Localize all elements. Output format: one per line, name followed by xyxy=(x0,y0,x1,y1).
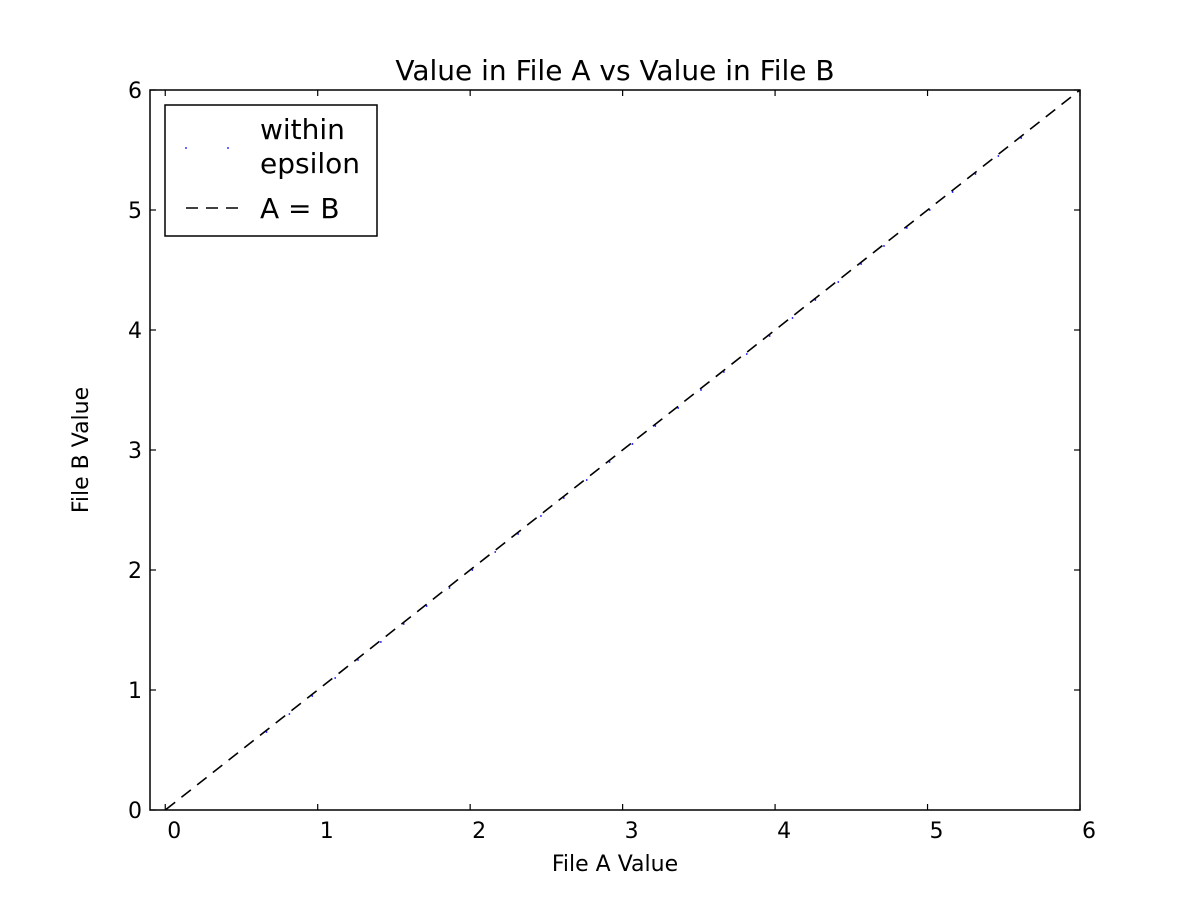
reference-line-a-equals-b xyxy=(163,90,1080,810)
data-point xyxy=(837,281,840,283)
data-point xyxy=(402,623,405,625)
data-point xyxy=(265,731,268,733)
data-point xyxy=(494,551,497,553)
y-tick-label: 5 xyxy=(128,199,142,224)
y-tick-label: 3 xyxy=(128,439,142,464)
data-point xyxy=(768,335,771,337)
y-axis-label: File B Value xyxy=(69,387,94,513)
x-tick-label: 5 xyxy=(930,819,944,844)
data-layer xyxy=(163,90,1080,810)
y-tick-label: 6 xyxy=(128,79,142,104)
data-point xyxy=(357,659,359,661)
data-point xyxy=(288,713,291,715)
data-point xyxy=(562,497,565,499)
x-tick-label: 1 xyxy=(320,819,334,844)
legend-marker-point xyxy=(227,147,229,149)
x-tick-label: 2 xyxy=(472,819,486,844)
data-point xyxy=(883,245,885,247)
y-tick-label: 1 xyxy=(128,679,142,704)
data-point xyxy=(608,461,611,463)
y-tick-label: 0 xyxy=(128,799,142,824)
data-point xyxy=(631,443,634,445)
data-point xyxy=(723,371,725,373)
data-point xyxy=(928,209,931,211)
data-point xyxy=(745,353,748,355)
data-point xyxy=(471,569,474,571)
data-point xyxy=(791,317,794,319)
x-tick-label: 4 xyxy=(777,819,791,844)
legend: within epsilon A = B xyxy=(164,104,378,237)
legend-entry-within-epsilon: within epsilon xyxy=(185,113,360,180)
data-point xyxy=(448,587,451,589)
x-tick-label: 3 xyxy=(625,819,639,844)
legend-marker-point xyxy=(185,147,187,149)
data-point xyxy=(585,479,588,481)
legend-label-line: epsilon xyxy=(260,147,360,180)
data-point xyxy=(997,155,1000,157)
data-point xyxy=(425,605,428,607)
data-point xyxy=(905,227,908,229)
data-point xyxy=(860,263,863,265)
chart-title: Value in File A vs Value in File B xyxy=(395,54,834,87)
data-point xyxy=(951,191,954,193)
plot-area xyxy=(163,90,1080,810)
x-axis-label: File A Value xyxy=(552,852,678,877)
legend-entry-a-equals-b: A = B xyxy=(186,192,340,225)
data-point xyxy=(517,533,520,535)
y-tick-label: 4 xyxy=(128,319,142,344)
data-point xyxy=(1020,137,1023,139)
data-point xyxy=(334,677,337,679)
data-point xyxy=(814,299,817,301)
data-point xyxy=(700,389,702,391)
x-tick-label: 6 xyxy=(1082,819,1096,844)
y-tick-label: 2 xyxy=(128,559,142,584)
legend-frame xyxy=(164,104,378,237)
data-point xyxy=(540,515,542,517)
x-tick-label: 0 xyxy=(167,819,181,844)
data-point xyxy=(379,641,382,643)
data-point xyxy=(974,173,977,175)
data-point xyxy=(677,407,680,409)
legend-label-line: A = B xyxy=(260,192,340,225)
data-point xyxy=(311,695,314,697)
legend-label-line: within xyxy=(260,113,345,146)
tick-layer: 0 1 2 3 4 5 6 0 1 2 3 4 5 6 xyxy=(128,79,1096,844)
data-point xyxy=(654,425,657,427)
